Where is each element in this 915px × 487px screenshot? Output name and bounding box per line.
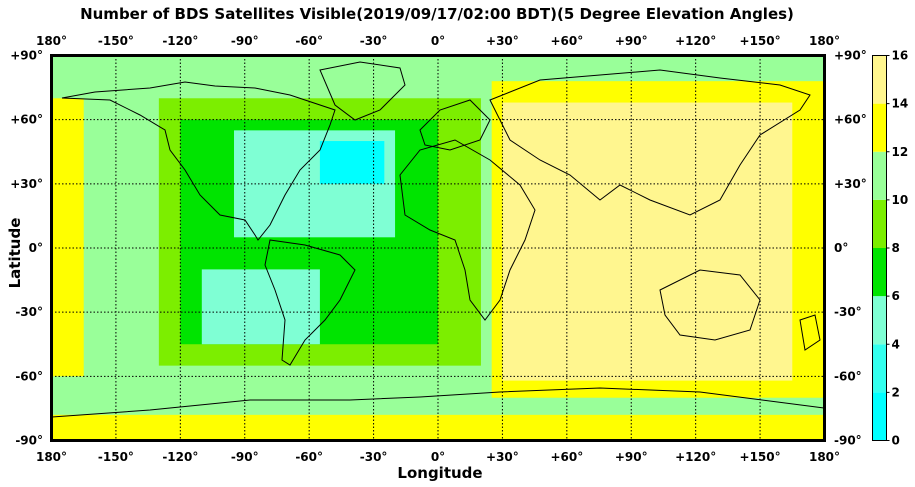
colorbar-tick-label: 10 <box>892 193 909 207</box>
heatmap-region <box>201 269 320 345</box>
heatmap-region <box>502 102 793 381</box>
y-tick-label-right: -30° <box>834 305 862 319</box>
y-tick-label-left: +30° <box>10 177 43 191</box>
colorbar-swatch <box>872 151 887 200</box>
x-tick-labels-top: 180° -150° -120° -90° -60° -30° 0° +30° +60° +90°… <box>36 34 840 48</box>
colorbar-tick-label: 0 <box>892 434 900 448</box>
y-tick-label-right: +60° <box>834 113 867 127</box>
x-tick-label-bottom: +120° <box>675 450 716 464</box>
x-tick-label-top: 180° <box>809 34 840 48</box>
colorbar-tick-label: 16 <box>892 49 909 63</box>
x-tick-label-bottom: 0° <box>431 450 445 464</box>
y-tick-label-left: +90° <box>10 49 43 63</box>
y-tick-label-right: +30° <box>834 177 867 191</box>
coastline-outlines <box>51 61 825 418</box>
y-axis-label: Latitude <box>6 218 24 289</box>
y-tick-label-right: 0° <box>834 241 848 255</box>
x-tick-label-bottom: +60° <box>550 450 583 464</box>
colorbar-tick-label: 14 <box>892 97 909 111</box>
colorbar-swatch <box>872 392 887 441</box>
heatmap-region <box>319 141 385 184</box>
y-tick-labels-right: +90° +60° +30° 0° -30° -60° -90° <box>834 49 867 448</box>
x-tick-label-bottom: +150° <box>740 450 781 464</box>
x-tick-label-top: +60° <box>550 34 583 48</box>
colorbar-swatch <box>872 248 887 297</box>
colorbar <box>872 55 887 441</box>
colorbar-swatch <box>872 296 887 345</box>
y-tick-label-right: -90° <box>834 434 862 448</box>
x-tick-label-top: -30° <box>360 34 388 48</box>
y-tick-labels-left: +90° +60° +30° 0° -30° -60° -90° <box>10 49 43 448</box>
x-tick-label-bottom: +30° <box>486 450 519 464</box>
x-tick-label-bottom: 180° <box>809 450 840 464</box>
x-tick-label-bottom: -120° <box>162 450 198 464</box>
x-tick-label-bottom: -60° <box>295 450 323 464</box>
x-tick-labels-bottom: 180° -150° -120° -90° -60° -30° 0° +30° +60° +90°… <box>36 450 840 464</box>
x-tick-label-bottom: +90° <box>615 450 648 464</box>
x-tick-label-bottom: 180° <box>36 450 67 464</box>
x-tick-label-top: 180° <box>36 34 67 48</box>
x-tick-label-top: -150° <box>98 34 134 48</box>
colorbar-swatch <box>872 344 887 393</box>
colorbar-swatch <box>872 199 887 248</box>
x-tick-label-top: -60° <box>295 34 323 48</box>
x-tick-label-bottom: -90° <box>231 450 259 464</box>
y-tick-label-left: 0° <box>29 241 43 255</box>
x-tick-label-top: 0° <box>431 34 445 48</box>
x-tick-label-bottom: -30° <box>360 450 388 464</box>
x-tick-label-top: +150° <box>740 34 781 48</box>
y-tick-label-left: +60° <box>10 113 43 127</box>
plot-area <box>50 54 826 442</box>
y-tick-label-left: -90° <box>15 434 43 448</box>
colorbar-tick-labels: 0 2 4 6 8 10 12 14 16 <box>886 49 909 448</box>
y-tick-label-right: +90° <box>834 49 867 63</box>
x-tick-label-top: +90° <box>615 34 648 48</box>
y-tick-label-left: -30° <box>15 305 43 319</box>
colorbar-tick-label: 8 <box>892 241 900 255</box>
lat-lon-grid <box>51 55 825 441</box>
x-axis-label: Longitude <box>397 464 482 482</box>
y-tick-label-left: -60° <box>15 369 43 383</box>
colorbar-swatch <box>872 103 887 152</box>
colorbar-tick-label: 6 <box>892 289 900 303</box>
heatmap-region <box>51 98 84 377</box>
colorbar-tick-label: 12 <box>892 145 909 159</box>
x-tick-label-top: +120° <box>675 34 716 48</box>
x-tick-label-top: +30° <box>486 34 519 48</box>
x-tick-label-top: -120° <box>162 34 198 48</box>
x-tick-label-top: -90° <box>231 34 259 48</box>
plot-frame <box>50 54 826 442</box>
y-tick-label-right: -60° <box>834 369 862 383</box>
colorbar-swatch <box>872 55 887 104</box>
colorbar-tick-label: 4 <box>892 337 900 351</box>
x-tick-label-bottom: -150° <box>98 450 134 464</box>
chart-title: Number of BDS Satellites Visible(2019/09… <box>80 5 794 23</box>
colorbar-tick-label: 2 <box>892 385 900 399</box>
